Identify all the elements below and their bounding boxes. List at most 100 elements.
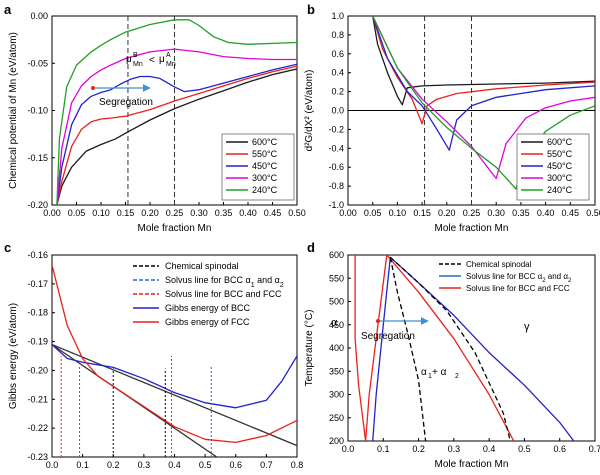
x-tick-label-c: 0.5 bbox=[199, 460, 212, 470]
y-axis-label-a: Chemical potential of Mn (eV/atom) bbox=[8, 32, 19, 189]
y-tick-label-d: 200 bbox=[329, 436, 344, 446]
x-tick-label-a: 0.30 bbox=[190, 208, 208, 218]
x-tick-label-a: 0.00 bbox=[43, 208, 61, 218]
y-tick-label-c: -0.18 bbox=[27, 308, 48, 318]
spinodal-line-d bbox=[389, 257, 427, 441]
y-tick-label-d: 500 bbox=[329, 297, 344, 307]
plot-area-a bbox=[56, 16, 297, 205]
legend-text-part: Chemical spinodal bbox=[466, 260, 532, 269]
legend-entry-c: Chemical spinodal bbox=[165, 261, 239, 271]
legend-text-part: Solvus line for BCC and FCC bbox=[165, 289, 282, 299]
mu-left-sup: B bbox=[133, 52, 138, 59]
legend-a-entry: 450°C bbox=[252, 161, 278, 171]
y-tick-label-c: -0.16 bbox=[27, 250, 48, 260]
legend-text-part: 2 bbox=[280, 282, 284, 289]
legend-a-entry: 240°C bbox=[252, 185, 278, 195]
x-tick-label-b: 0.20 bbox=[438, 208, 456, 218]
legend-text-part: 1 bbox=[251, 282, 255, 289]
x-axis-label-a: Mole fraction Mn bbox=[138, 223, 212, 234]
y-axis-label-c: Gibbs energy (eV/atom) bbox=[8, 303, 19, 409]
x-tick-label-c: 0.4 bbox=[168, 460, 181, 470]
legend-b-entry: 600°C bbox=[547, 137, 573, 147]
x-tick-label-d: 0.2 bbox=[412, 444, 425, 454]
mu-right-symbol: μ bbox=[159, 54, 165, 65]
series-line-a bbox=[56, 68, 297, 205]
chart-a: 0.00 0.05 0.10 0.15 0.20 0.25 0.30 0.35 0.40 0.45… bbox=[8, 11, 306, 234]
legend-entry-c: Solvus line for BCC and FCC bbox=[165, 289, 282, 299]
y-tick-label-c: -0.23 bbox=[27, 452, 48, 462]
x-tick-label-a: 0.10 bbox=[92, 208, 110, 218]
segregation-label-a: Segregation bbox=[99, 97, 153, 108]
series-line-b bbox=[372, 16, 595, 151]
series-line-a bbox=[56, 65, 297, 205]
x-tick-label-a: 0.35 bbox=[215, 208, 233, 218]
less-than-sign: < bbox=[149, 55, 155, 66]
series-line-b bbox=[372, 16, 595, 106]
x-tick-label-d: 0.1 bbox=[377, 444, 390, 454]
x-tick-label-a: 0.05 bbox=[68, 208, 86, 218]
y-axis-label-d: Temperature (°C) bbox=[304, 310, 315, 387]
legend-a-box bbox=[221, 133, 295, 201]
common-tangent-c bbox=[52, 343, 297, 447]
x-tick-label-d: 0.0 bbox=[342, 444, 355, 454]
y-tick-label-b: -0.2 bbox=[328, 124, 344, 134]
legend-a-entry: 300°C bbox=[252, 173, 278, 183]
legend-b-box bbox=[516, 133, 590, 201]
bcc-gibbs-curve bbox=[52, 344, 297, 409]
legend-entry-d: Solvus line for BCC α2 and α2 bbox=[466, 272, 572, 284]
x-tick-label-a: 0.15 bbox=[117, 208, 135, 218]
chart-d: 0.0 0.1 0.2 0.3 0.4 0.5 0.6 0.7 600 550 500 450 400 3… bbox=[304, 250, 600, 470]
segregation-point-d bbox=[376, 319, 380, 323]
y-tick-label-b: 1.0 bbox=[331, 11, 344, 21]
x-tick-label-b: 0.05 bbox=[364, 208, 382, 218]
y-tick-label-b: -1.0 bbox=[328, 200, 344, 210]
solvus-bcc-line-d bbox=[372, 256, 575, 441]
fcc-gibbs-curve bbox=[52, 264, 297, 444]
legend-b-entry: 550°C bbox=[547, 149, 573, 159]
chart-c: 0.0 0.1 0.2 0.3 0.4 0.5 0.6 0.7 0.8 -0.16 -0.17 -0.… bbox=[8, 250, 304, 470]
alpha-label: α bbox=[331, 317, 338, 329]
y-tick-label-b: 0.4 bbox=[331, 68, 344, 78]
series-line-b bbox=[372, 16, 595, 125]
series-line-a bbox=[56, 48, 297, 205]
alpha12-plus: + α bbox=[432, 367, 447, 378]
legend-entry-c: Gibbs energy of FCC bbox=[165, 317, 250, 327]
x-tick-label-a: 0.20 bbox=[141, 208, 159, 218]
x-tick-label-a: 0.45 bbox=[264, 208, 282, 218]
alpha12-label: α bbox=[421, 367, 427, 378]
panel-letter-d: d bbox=[307, 240, 315, 255]
solvus-fcc-line-d bbox=[364, 255, 388, 441]
legend-text-part: 2 bbox=[542, 278, 546, 284]
x-tick-label-c: 0.8 bbox=[291, 460, 304, 470]
alpha12-sub1: 1 bbox=[428, 373, 432, 380]
gamma-label: γ bbox=[524, 321, 530, 333]
y-tick-label-c: -0.20 bbox=[27, 365, 48, 375]
y-tick-label-a: -0.15 bbox=[27, 153, 48, 163]
y-tick-label-c: -0.22 bbox=[27, 423, 48, 433]
segregation-point-a bbox=[91, 86, 95, 90]
plot-area-d bbox=[354, 255, 575, 441]
x-axis-label-d: Mole fraction Mn bbox=[435, 459, 509, 470]
mu-left-symbol: μ bbox=[126, 54, 132, 65]
x-tick-label-d: 0.6 bbox=[553, 444, 566, 454]
series-line-a bbox=[56, 63, 297, 205]
series-line-b bbox=[372, 16, 595, 180]
x-tick-label-c: 0.2 bbox=[107, 460, 120, 470]
solvus-fcc-line-d bbox=[386, 255, 515, 441]
y-tick-label-b: 0.2 bbox=[331, 87, 344, 97]
legend-entry-c: Gibbs energy of BCC bbox=[165, 303, 251, 313]
panel-letter-b: b bbox=[307, 2, 315, 17]
x-tick-label-a: 0.50 bbox=[288, 208, 306, 218]
legend-text-part: Gibbs energy of BCC bbox=[165, 303, 251, 313]
legend-entry-d: Chemical spinodal bbox=[466, 260, 532, 269]
legend-text-part: 2 bbox=[568, 278, 572, 284]
x-axis-label-b: Mole fraction Mn bbox=[435, 223, 509, 234]
x-tick-label-d: 0.4 bbox=[483, 444, 496, 454]
legend-entry-c: Solvus line for BCC α1 and α2 bbox=[165, 275, 284, 289]
x-tick-label-b: 0.15 bbox=[413, 208, 431, 218]
legend-entry-d: Solvus line for BCC and FCC bbox=[466, 284, 570, 293]
y-tick-label-d: 350 bbox=[329, 366, 344, 376]
x-tick-label-b: 0.50 bbox=[586, 208, 600, 218]
y-tick-label-a: -0.20 bbox=[27, 200, 48, 210]
